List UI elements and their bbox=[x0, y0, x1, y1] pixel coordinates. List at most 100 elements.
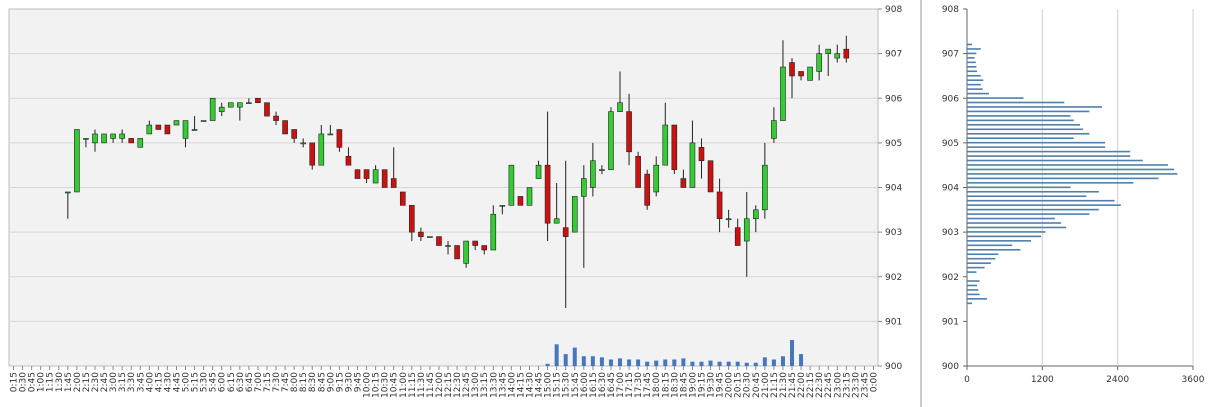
profile-bar bbox=[967, 195, 1087, 198]
candle-body bbox=[843, 48, 850, 59]
volume-bar bbox=[672, 359, 677, 366]
profile-bar bbox=[967, 88, 983, 90]
x-tick-label: 5:00 bbox=[182, 372, 192, 392]
candle-body bbox=[653, 164, 660, 193]
x-tick-label: 23:30 bbox=[851, 372, 861, 398]
profile-bar bbox=[967, 226, 1067, 229]
candle-body bbox=[825, 48, 832, 54]
x-tick-label: 11:45 bbox=[426, 372, 436, 398]
candle-body bbox=[807, 66, 813, 81]
x-tick-label: 1:45 bbox=[64, 372, 74, 392]
volume-bar bbox=[608, 359, 613, 366]
x-tick-label: 5:15 bbox=[191, 372, 201, 392]
candle-body bbox=[463, 240, 469, 264]
x-tick-label: 17:15 bbox=[625, 372, 635, 398]
candle-body bbox=[762, 164, 768, 211]
x-tick-label: 8:45 bbox=[317, 372, 327, 392]
x-tick-label: 22:30 bbox=[815, 372, 825, 398]
candle-body bbox=[517, 196, 524, 206]
x-tick-label: 19:00 bbox=[688, 372, 698, 398]
volume-bar bbox=[771, 359, 776, 366]
volume-bar bbox=[545, 363, 550, 366]
x-tick-label: 19:15 bbox=[697, 372, 707, 398]
x-tick-label: 4:30 bbox=[163, 372, 173, 392]
candle-body bbox=[237, 102, 243, 108]
candle-body bbox=[635, 155, 641, 188]
y-tick-label: 903 bbox=[885, 228, 902, 238]
x-tick-label: 20:30 bbox=[743, 372, 753, 398]
x-tick-label: 21:45 bbox=[788, 372, 798, 398]
profile-bar bbox=[967, 119, 1074, 122]
candle-body bbox=[164, 124, 171, 135]
candle-body bbox=[671, 124, 678, 170]
profile-bar bbox=[967, 244, 1013, 247]
x-tick-label: 13:15 bbox=[480, 372, 490, 398]
x-tick-label: 4:00 bbox=[145, 372, 155, 392]
x-tick-label: 14:00 bbox=[507, 372, 517, 398]
x-tick-label: 15:15 bbox=[553, 372, 563, 398]
candle-body bbox=[282, 120, 288, 135]
x-tick-label: 5:30 bbox=[200, 372, 210, 392]
x-tick-label: 12:15 bbox=[444, 372, 454, 398]
y-tick-label: 907 bbox=[942, 50, 959, 60]
profile-bar bbox=[967, 240, 1032, 242]
profile-bar bbox=[967, 222, 1062, 224]
y-tick-label: 906 bbox=[885, 94, 902, 104]
profile-bar bbox=[967, 70, 978, 73]
profile-bar bbox=[967, 271, 977, 273]
profile-bar bbox=[967, 253, 999, 256]
y-tick-label: 900 bbox=[942, 362, 959, 372]
candle-body bbox=[318, 133, 325, 166]
x-tick-label: 1:30 bbox=[55, 372, 65, 392]
candle-body bbox=[74, 129, 80, 193]
volume-bar bbox=[799, 354, 804, 366]
candle-body bbox=[752, 209, 759, 220]
candle-body bbox=[101, 133, 107, 144]
x-tick-label: 2:45 bbox=[100, 372, 110, 392]
x-tick-label: 1:00 bbox=[37, 372, 47, 392]
profile-bar bbox=[967, 137, 1074, 140]
profile-bar bbox=[967, 155, 1131, 157]
x-tick-label: 6:45 bbox=[245, 372, 255, 392]
x-tick-label: 0:15 bbox=[10, 372, 20, 392]
profile-bar bbox=[967, 52, 977, 55]
x-tick-label: 17:30 bbox=[634, 372, 644, 398]
candle-body bbox=[65, 191, 71, 194]
x-tick-label: 10:30 bbox=[381, 372, 391, 398]
candle-body bbox=[689, 142, 696, 188]
profile-bar bbox=[967, 177, 1159, 180]
x-tick-label: 9:30 bbox=[344, 372, 354, 392]
x-tick-label: 8:30 bbox=[308, 372, 318, 392]
candle-body bbox=[834, 53, 841, 59]
candle-body bbox=[571, 196, 578, 233]
profile-bar bbox=[967, 204, 1121, 206]
x-tick-label: 8:15 bbox=[299, 372, 309, 392]
y-tick-label: 902 bbox=[942, 273, 959, 283]
candle-body bbox=[707, 160, 714, 193]
x-tick-label: 6:30 bbox=[236, 372, 246, 392]
profile-bar bbox=[967, 128, 1084, 131]
candle-body bbox=[427, 236, 433, 238]
x-tick-label: 18:45 bbox=[679, 372, 689, 398]
profile-bar bbox=[967, 257, 996, 260]
x-tick-label: 21:00 bbox=[761, 372, 771, 398]
volume-bar bbox=[563, 354, 568, 366]
x-tick-label: 15:30 bbox=[562, 372, 572, 398]
x-tick-label: 8:00 bbox=[290, 372, 300, 392]
y-tick-label: 902 bbox=[885, 273, 902, 283]
x-tick-label: 2:30 bbox=[91, 372, 101, 392]
volume-bar bbox=[790, 340, 795, 366]
profile-bar bbox=[967, 289, 979, 291]
profile-bar bbox=[967, 231, 1046, 233]
profile-bar bbox=[967, 199, 1115, 202]
candle-body bbox=[698, 147, 705, 162]
candle-body bbox=[734, 227, 741, 246]
candle-body bbox=[291, 129, 297, 139]
candle-body bbox=[798, 71, 804, 77]
profile-bar bbox=[967, 217, 1055, 220]
profile-bar bbox=[967, 164, 1168, 166]
candle-body bbox=[92, 133, 98, 144]
x-tick-label: 16:30 bbox=[598, 372, 608, 398]
candle-body bbox=[137, 138, 144, 148]
candle-body bbox=[300, 142, 306, 145]
